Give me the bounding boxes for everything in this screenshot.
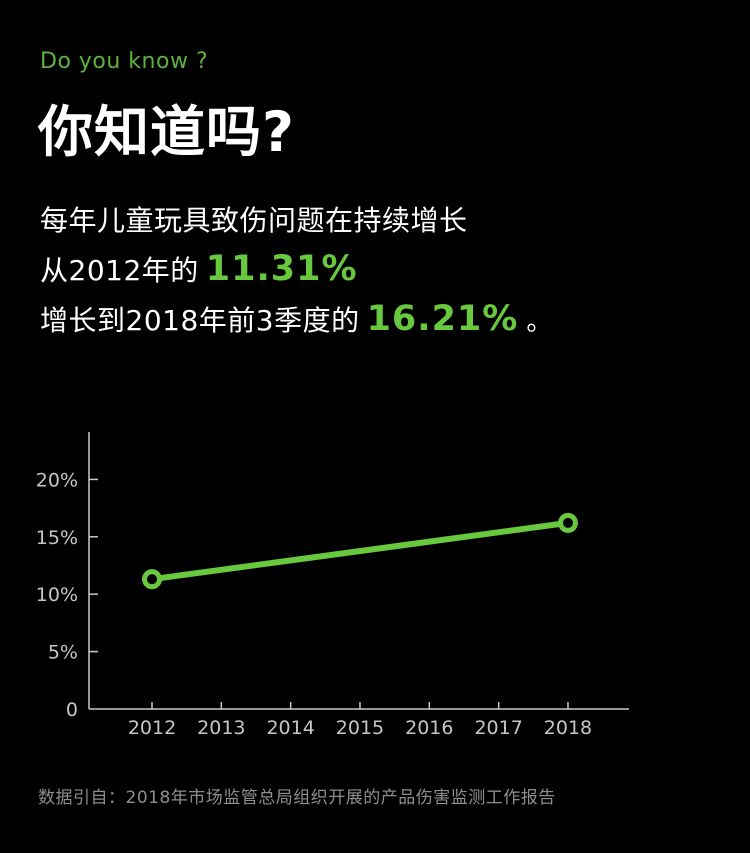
- statement-line-1: 每年儿童玩具致伤问题在持续增长: [40, 204, 468, 237]
- y-axis-tick-label: 20%: [36, 469, 78, 491]
- y-axis-tick-label: 15%: [36, 527, 78, 549]
- value-2012-percent: 11.31%: [205, 249, 358, 289]
- page-title: 你知道吗?: [38, 100, 295, 164]
- y-axis-tick-label: 5%: [48, 642, 78, 664]
- statement-line-2-prefix: 从2012年的: [40, 254, 199, 287]
- y-axis-tick-label: 0: [66, 699, 78, 721]
- data-line: [149, 519, 571, 583]
- statement-line-3-prefix: 增长到2018年前3季度的: [40, 304, 360, 337]
- statement-line-3-suffix: 。: [526, 307, 553, 337]
- x-axis-tick-label: 2018: [544, 717, 592, 739]
- data-point-marker: [142, 569, 162, 590]
- x-axis-tick-label: 2016: [405, 717, 453, 739]
- line-chart: 0 5% 10% 15% 20% 2012 2013 2014 2015 2016 2017 2018: [36, 432, 629, 739]
- eyebrow-text: Do you know ?: [40, 49, 209, 74]
- x-axis-tick-label: 2015: [336, 717, 384, 739]
- data-point-marker: [557, 512, 578, 533]
- y-axis-tick-label: 10%: [36, 584, 78, 606]
- data-source-note: 数据引自：2018年市场监管总局组织开展的产品伤害监测工作报告: [38, 788, 556, 808]
- x-axis-tick-label: 2012: [128, 717, 176, 739]
- statement-block: 每年儿童玩具致伤问题在持续增长 从2012年的 11.31% 增长到2018年前3…: [40, 197, 553, 346]
- value-2018-percent: 16.21%: [366, 299, 519, 339]
- x-axis-tick-label: 2013: [197, 717, 245, 739]
- x-axis-tick-label: 2017: [474, 717, 522, 739]
- statement-line-2: 从2012年的 11.31%: [40, 245, 553, 295]
- statement-line-3: 增长到2018年前3季度的 16.21%。: [40, 295, 553, 346]
- x-axis-tick-label: 2014: [266, 717, 314, 739]
